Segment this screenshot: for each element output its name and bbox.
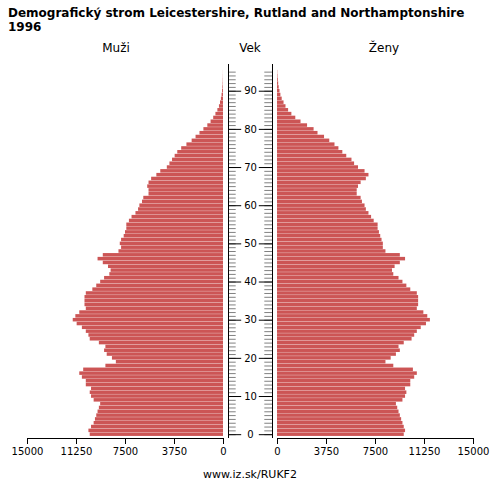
svg-text:40: 40 bbox=[244, 276, 257, 287]
svg-text:0: 0 bbox=[220, 446, 226, 457]
svg-text:15000: 15000 bbox=[12, 446, 44, 457]
svg-text:80: 80 bbox=[244, 124, 257, 135]
svg-text:90: 90 bbox=[244, 85, 257, 96]
svg-text:11250: 11250 bbox=[409, 446, 441, 457]
svg-text:11250: 11250 bbox=[61, 446, 93, 457]
svg-text:15000: 15000 bbox=[458, 446, 490, 457]
svg-text:0: 0 bbox=[274, 446, 280, 457]
html-text:Vek: Vek bbox=[239, 41, 261, 55]
svg-text:10: 10 bbox=[244, 391, 257, 402]
html-text:Ženy: Ženy bbox=[368, 41, 400, 55]
svg-text:7500: 7500 bbox=[363, 446, 388, 457]
svg-text:30: 30 bbox=[244, 314, 257, 325]
svg-text:20: 20 bbox=[244, 353, 257, 364]
svg-text:70: 70 bbox=[244, 162, 257, 173]
html-text:Demografický strom Leicestersh: Demografický strom Leicestershire, Rutla… bbox=[8, 6, 465, 34]
svg-text:60: 60 bbox=[244, 200, 257, 211]
svg-text:7500: 7500 bbox=[113, 446, 138, 457]
svg-text:3750: 3750 bbox=[314, 446, 339, 457]
svg-text:3750: 3750 bbox=[162, 446, 187, 457]
svg-text:50: 50 bbox=[244, 238, 257, 249]
html-text:www.iz.sk/RUKF2: www.iz.sk/RUKF2 bbox=[203, 468, 297, 481]
html-text:Muži: Muži bbox=[102, 41, 130, 55]
svg-text:0: 0 bbox=[247, 429, 253, 440]
